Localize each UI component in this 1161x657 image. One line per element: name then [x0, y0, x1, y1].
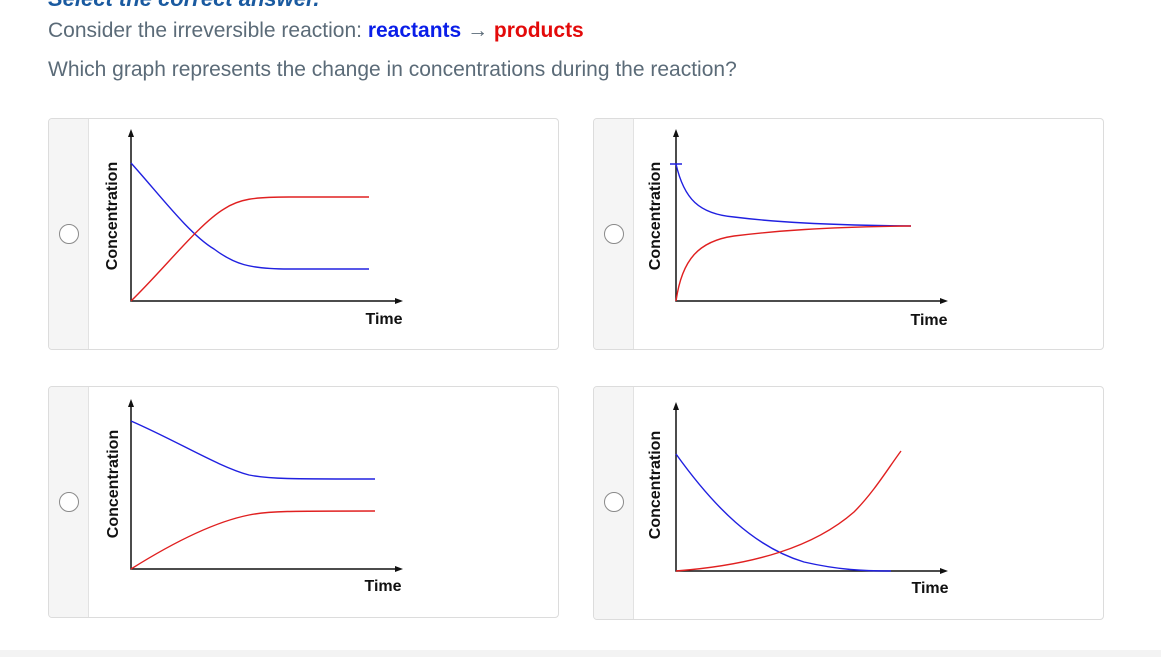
y-axis-label: Concentration: [647, 431, 664, 539]
option-strip: [49, 119, 89, 349]
question: Which graph represents the change in con…: [48, 58, 737, 81]
product-curve: [675, 450, 902, 572]
graph: Time Concentration: [105, 399, 403, 595]
radio-button[interactable]: [59, 224, 79, 244]
axes: [130, 403, 399, 570]
arrow: →: [467, 19, 489, 42]
option-strip: [594, 387, 634, 619]
axis-arrows: [673, 129, 948, 304]
reactant-curve: [670, 163, 912, 227]
product-curve: [130, 196, 369, 302]
radio-button[interactable]: [604, 224, 624, 244]
radio-button[interactable]: [604, 492, 624, 512]
reactants: reactants: [367, 19, 462, 42]
option-strip: [594, 119, 634, 349]
prompt-line: Consider the irreversible reaction: reac…: [48, 19, 584, 43]
axes: [675, 133, 944, 302]
axis-arrows: [673, 402, 948, 574]
y-axis-label: Concentration: [104, 162, 121, 270]
x-axis-label: Time: [911, 580, 948, 597]
axes: [675, 406, 944, 572]
reactant-curve: [130, 162, 369, 270]
x-axis-label: Time: [364, 578, 401, 595]
footer-bar: [0, 650, 1161, 657]
reactant-curve: [130, 420, 376, 480]
x-axis-label: Time: [365, 311, 402, 328]
prompt: Consider the irreversible reaction:: [48, 19, 362, 42]
option-card[interactable]: Time Concentration: [48, 118, 559, 350]
y-axis-label: Concentration: [647, 162, 664, 270]
graph: Time Concentration: [647, 129, 948, 329]
graph: Time Concentration: [104, 129, 403, 328]
instruction: Select the correct answer.: [48, 0, 319, 12]
products: products: [493, 19, 584, 42]
option-card[interactable]: Time Concentration: [593, 118, 1104, 350]
radio-button[interactable]: [59, 492, 79, 512]
axis-arrows: [128, 129, 403, 304]
reactant-curve: [675, 453, 892, 572]
product-curve: [130, 510, 376, 570]
graph: Time Concentration: [647, 402, 949, 597]
axes: [130, 133, 399, 302]
product-curve: [675, 225, 912, 302]
option-card[interactable]: Time Concentration: [593, 386, 1104, 620]
x-axis-label: Time: [910, 312, 947, 329]
option-card[interactable]: Time Concentration: [48, 386, 559, 618]
y-axis-label: Concentration: [105, 430, 122, 538]
option-strip: [49, 387, 89, 617]
